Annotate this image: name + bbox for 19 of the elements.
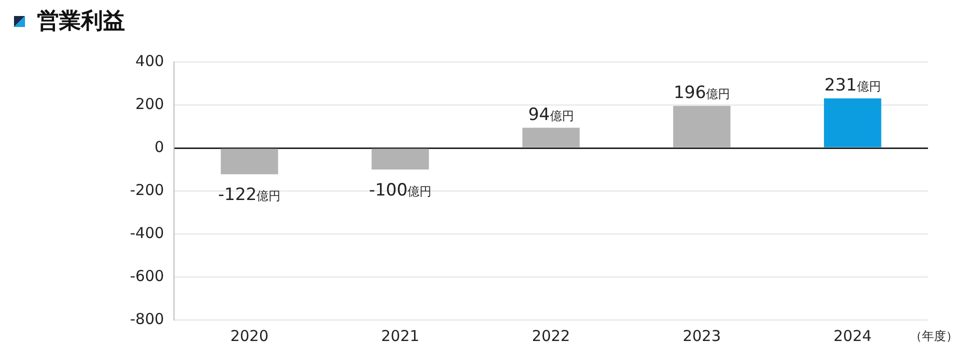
chart-title: 営業利益 bbox=[37, 8, 125, 36]
x-axis-title: （年度） bbox=[910, 329, 958, 344]
y-tick-label: 200 bbox=[135, 94, 164, 113]
data-label: 94億円 bbox=[528, 104, 574, 125]
y-tick-label: 0 bbox=[154, 138, 164, 156]
y-tick-label: -400 bbox=[130, 224, 164, 242]
y-tick-label: -600 bbox=[130, 266, 164, 285]
data-label: 196億円 bbox=[674, 82, 730, 103]
y-tick-label: -200 bbox=[130, 180, 164, 199]
x-tick-label: 2021 bbox=[381, 326, 420, 345]
y-tick-label: 400 bbox=[135, 52, 164, 70]
data-label: -122億円 bbox=[218, 185, 281, 206]
data-label: 231億円 bbox=[824, 75, 881, 96]
x-tick-label: 2024 bbox=[834, 326, 872, 345]
x-tick-label: 2023 bbox=[682, 326, 721, 345]
y-tick-label: -800 bbox=[130, 310, 164, 328]
x-tick-label: 2022 bbox=[532, 326, 570, 345]
x-tick-label: 2020 bbox=[230, 326, 269, 345]
data-label: -100億円 bbox=[368, 180, 432, 200]
